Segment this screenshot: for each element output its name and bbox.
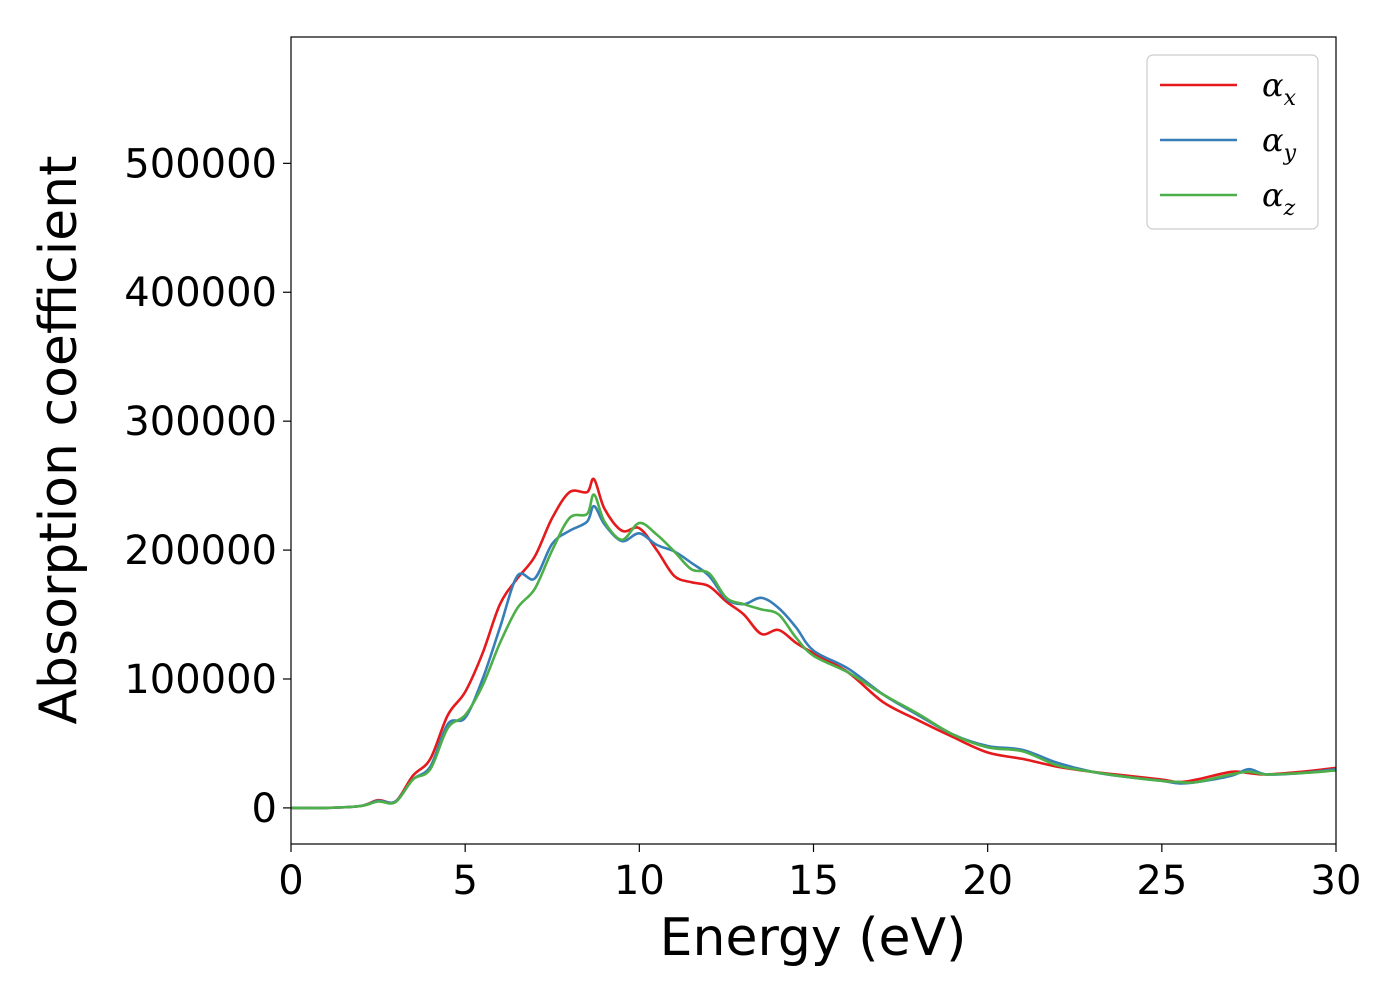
series-line-x — [290, 477, 1337, 810]
x-axis-title: Energy (eV) — [660, 908, 967, 968]
x-tick-label: 5 — [452, 858, 477, 904]
x-tick-label: 10 — [614, 858, 665, 904]
legend-label-y: αy — [1262, 121, 1297, 166]
x-tick-label: 20 — [962, 858, 1013, 904]
y-tick-label: 500000 — [124, 141, 277, 187]
x-tick-label: 0 — [278, 858, 303, 904]
y-tick-label: 300000 — [124, 399, 277, 445]
series-layer — [290, 477, 1337, 810]
y-axis: 0 100000 200000 300000 400000 500000 — [124, 141, 291, 832]
legend-label-x: αx — [1262, 66, 1297, 111]
x-axis: 0 5 10 15 20 25 30 — [278, 844, 1361, 904]
y-tick-label: 0 — [252, 786, 277, 832]
y-tick-label: 100000 — [124, 657, 277, 703]
series-line-z — [290, 493, 1337, 810]
x-tick-label: 30 — [1311, 858, 1362, 904]
x-tick-label: 15 — [788, 858, 839, 904]
x-tick-label: 25 — [1136, 858, 1187, 904]
y-tick-label: 200000 — [124, 528, 277, 574]
y-tick-label: 400000 — [124, 270, 277, 316]
legend-label-z: αz — [1262, 176, 1296, 221]
legend: αx αy αz — [1146, 54, 1319, 230]
legend-box — [1146, 54, 1319, 230]
y-axis-title: Absorption coefficient — [29, 155, 89, 724]
